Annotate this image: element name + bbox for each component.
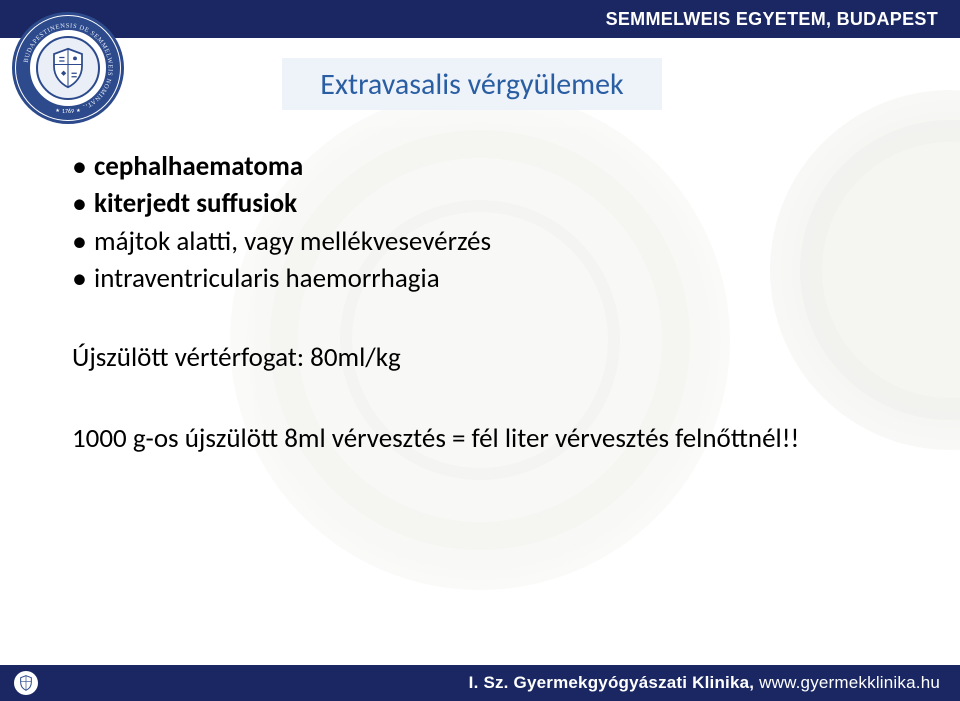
footer-dept: I. Sz. Gyermekgyógyászati Klinika, [469,673,759,692]
crest-year-ribbon: ★ 1769 ★ [48,106,88,116]
header-bar: SEMMELWEIS EGYETEM, BUDAPEST [0,0,960,38]
university-crest: BUDAPESTINENSIS DE SEMMELWEIS NOMINATA ★… [12,12,124,124]
footer-text: I. Sz. Gyermekgyógyászati Klinika, www.g… [469,673,940,693]
footer-crest-icon [14,671,38,695]
header-institution: SEMMELWEIS EGYETEM, BUDAPEST [606,9,938,30]
list-item: cephalhaematoma [72,148,900,185]
list-item: májtok alatti, vagy mellékvesevérzés [72,223,900,260]
paragraph-comparison: 1000 g-os újszülött 8ml vérvesztés = fél… [72,420,900,457]
shield-icon [47,47,89,89]
bullet-list: cephalhaematoma kiterjedt suffusiok májt… [72,148,900,297]
list-item: kiterjedt suffusiok [72,185,900,222]
crest-bullet-r: ★ [76,108,80,114]
crest-bullet-l: ★ [55,108,59,114]
bullet-text: kiterjedt suffusiok [94,187,297,220]
bullet-text: cephalhaematoma [94,150,303,183]
list-item: intraventricularis haemorrhagia [72,260,900,297]
bullet-text: májtok alatti, vagy mellékvesevérzés [94,225,491,258]
slide-body: cephalhaematoma kiterjedt suffusiok májt… [72,148,900,458]
shield-icon [18,675,34,691]
slide-title-box: Extravasalis vérgyülemek [282,58,662,110]
crest-shield [36,36,100,100]
footer-bar: I. Sz. Gyermekgyógyászati Klinika, www.g… [0,665,960,701]
paragraph-volume: Újszülött vértérfogat: 80ml/kg [72,339,900,376]
crest-year: 1769 [62,107,74,115]
footer-url: www.gyermekklinika.hu [759,673,940,692]
bullet-text: intraventricularis haemorrhagia [94,262,440,295]
slide-title: Extravasalis vérgyülemek [320,66,623,103]
